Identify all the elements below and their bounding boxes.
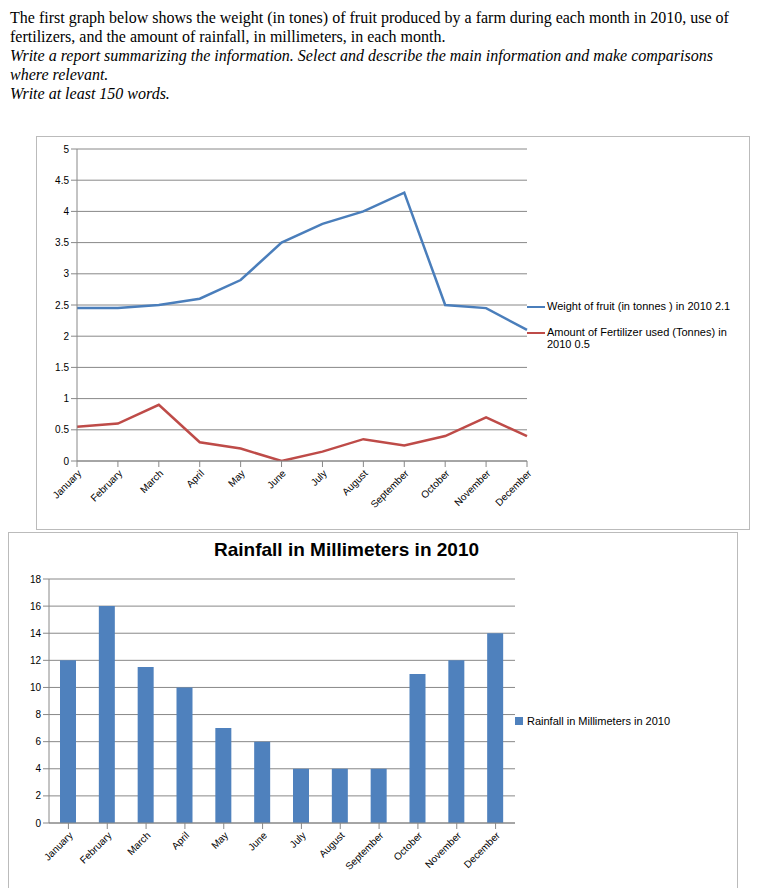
svg-text:3: 3 [63,268,69,279]
svg-text:November: November [423,829,464,870]
svg-text:10: 10 [30,682,42,693]
svg-text:November: November [452,467,493,508]
html-text:Rainfall in Millimeters in 201: Rainfall in Millimeters in 2010 [214,539,479,560]
html-text:Weight of fruit (in tonnes ) i: Weight of fruit (in tonnes ) in 2010 2.1 [547,300,731,312]
svg-text:4.5: 4.5 [55,175,69,186]
svg-text:1: 1 [63,393,69,404]
svg-text:2: 2 [63,331,69,342]
svg-text:1.5: 1.5 [55,362,69,373]
svg-text:September: September [343,829,386,872]
svg-text:September: September [368,467,411,510]
html-text:Write at least 150 words.: Write at least 150 words. [10,85,170,102]
svg-text:18: 18 [30,574,42,585]
svg-text:June: June [246,829,269,852]
svg-text:July: July [309,468,329,488]
svg-text:5: 5 [63,144,69,155]
svg-text:June: June [265,467,288,490]
svg-text:6: 6 [35,736,41,747]
svg-text:August: August [340,468,370,498]
svg-text:April: April [184,468,206,490]
svg-text:8: 8 [35,709,41,720]
html-text:The first graph below shows th: The first graph below shows the weight (… [10,9,729,45]
html-text:Write a report summarizing the: Write a report summarizing the informati… [10,47,713,83]
svg-text:July: July [287,830,307,850]
svg-text:March: March [138,468,165,495]
svg-text:0: 0 [63,456,69,467]
svg-text:January: January [50,468,83,501]
svg-text:February: February [78,830,114,866]
svg-text:14: 14 [30,628,42,639]
svg-text:October: October [391,829,424,862]
svg-text:August: August [317,830,347,860]
svg-text:January: January [42,830,75,863]
svg-text:December: December [493,467,534,508]
svg-text:April: April [169,830,191,852]
svg-text:2: 2 [35,790,41,801]
svg-text:February: February [88,468,124,504]
svg-text:May: May [226,468,247,489]
svg-text:3.5: 3.5 [55,237,69,248]
svg-text:0.5: 0.5 [55,424,69,435]
html-text:Amount of Fertilizer used (Ton: Amount of Fertilizer used (Tonnes) in 20… [547,326,727,350]
svg-text:16: 16 [30,601,42,612]
html-text:Rainfall in Millimeters in 201: Rainfall in Millimeters in 2010 [527,715,671,727]
svg-text:0: 0 [35,818,41,829]
svg-text:May: May [209,830,230,851]
svg-text:March: March [125,830,152,857]
svg-text:4: 4 [35,763,41,774]
svg-text:4: 4 [63,206,69,217]
svg-text:October: October [419,467,452,500]
svg-text:2.5: 2.5 [55,300,69,311]
svg-text:December: December [462,829,503,870]
svg-text:12: 12 [30,655,42,666]
